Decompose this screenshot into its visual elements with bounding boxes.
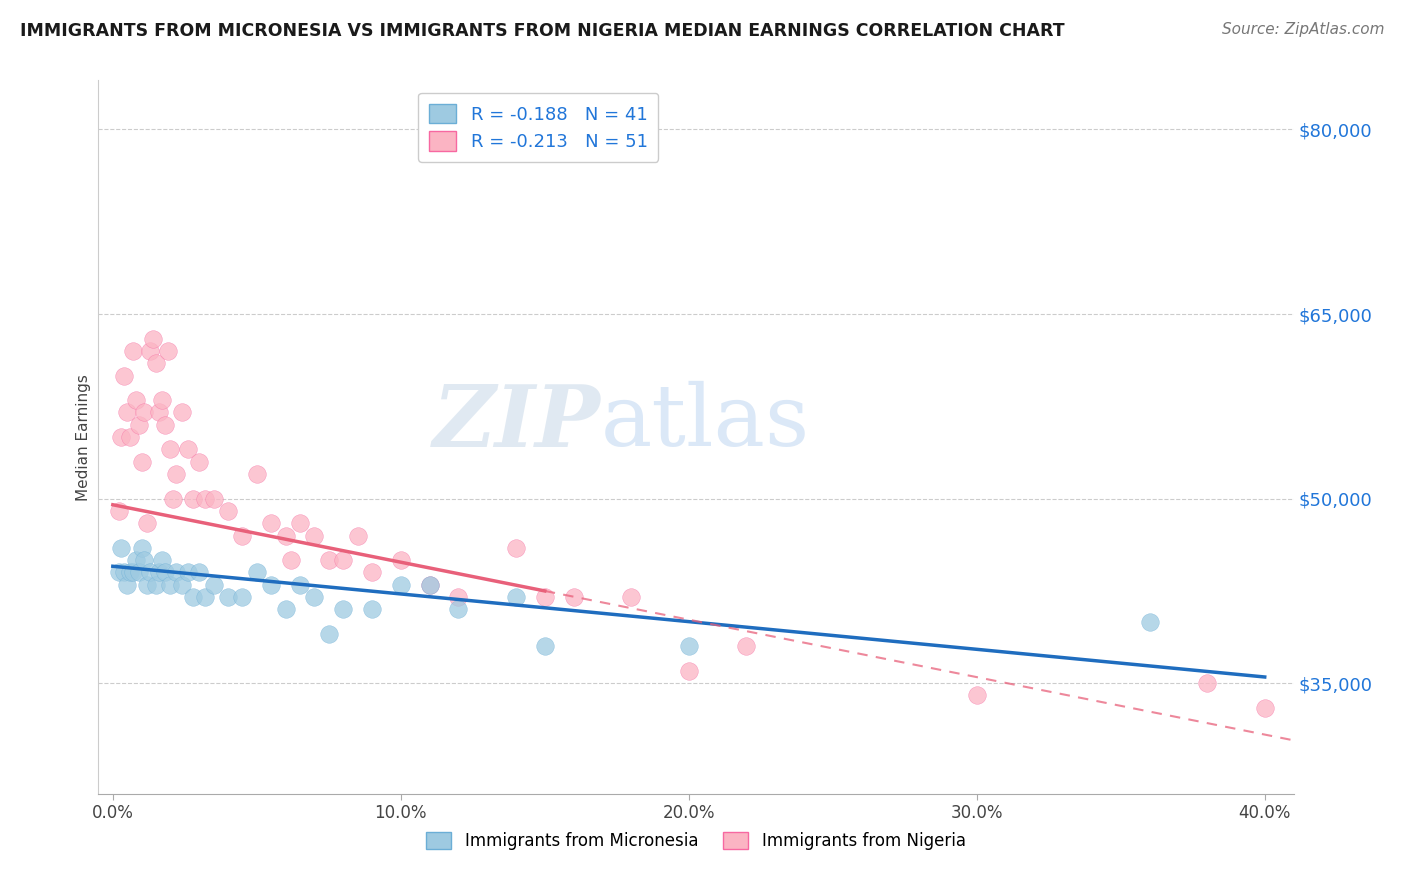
Point <box>620 590 643 604</box>
Point <box>304 590 326 604</box>
Point <box>447 590 470 604</box>
Point <box>139 343 162 358</box>
Point <box>176 566 198 580</box>
Point <box>419 578 441 592</box>
Point <box>159 442 181 457</box>
Point <box>274 602 297 616</box>
Point <box>562 590 585 604</box>
Point <box>145 578 167 592</box>
Point <box>139 566 162 580</box>
Point <box>165 467 187 481</box>
Point <box>260 516 283 531</box>
Point <box>131 455 153 469</box>
Point <box>128 417 150 432</box>
Point <box>110 541 132 555</box>
Point <box>148 405 170 419</box>
Point <box>1139 615 1161 629</box>
Point <box>217 590 239 604</box>
Point <box>153 417 176 432</box>
Point <box>231 590 253 604</box>
Point <box>115 405 138 419</box>
Point <box>120 566 142 580</box>
Point <box>128 566 150 580</box>
Point <box>145 356 167 370</box>
Text: atlas: atlas <box>600 381 810 465</box>
Point <box>447 602 470 616</box>
Point <box>148 566 170 580</box>
Point <box>202 491 225 506</box>
Point <box>505 590 527 604</box>
Point <box>156 343 179 358</box>
Point <box>112 566 135 580</box>
Point <box>202 578 225 592</box>
Point <box>165 566 187 580</box>
Point <box>134 553 156 567</box>
Point <box>389 578 412 592</box>
Point <box>125 553 148 567</box>
Point <box>188 455 211 469</box>
Point <box>188 566 211 580</box>
Point <box>533 590 555 604</box>
Point <box>170 578 193 592</box>
Point <box>231 528 253 542</box>
Point <box>115 578 138 592</box>
Point <box>735 639 758 653</box>
Point <box>361 566 384 580</box>
Point <box>162 491 184 506</box>
Point <box>125 393 148 408</box>
Point <box>288 516 311 531</box>
Point <box>120 430 142 444</box>
Legend: Immigrants from Micronesia, Immigrants from Nigeria: Immigrants from Micronesia, Immigrants f… <box>420 825 972 857</box>
Point <box>134 405 156 419</box>
Point <box>533 639 555 653</box>
Text: ZIP: ZIP <box>433 381 600 465</box>
Point <box>131 541 153 555</box>
Point <box>246 566 269 580</box>
Point <box>419 578 441 592</box>
Point <box>176 442 198 457</box>
Point <box>136 578 159 592</box>
Point <box>274 528 297 542</box>
Point <box>505 541 527 555</box>
Point <box>194 590 217 604</box>
Point <box>280 553 302 567</box>
Point <box>966 689 988 703</box>
Point <box>346 528 368 542</box>
Point <box>159 578 181 592</box>
Point <box>112 368 135 383</box>
Point <box>194 491 217 506</box>
Point <box>136 516 159 531</box>
Point <box>142 332 165 346</box>
Point <box>332 553 354 567</box>
Point <box>1197 676 1219 690</box>
Point <box>318 553 340 567</box>
Point <box>122 566 145 580</box>
Point <box>389 553 412 567</box>
Text: Source: ZipAtlas.com: Source: ZipAtlas.com <box>1222 22 1385 37</box>
Point <box>318 627 340 641</box>
Point <box>107 504 129 518</box>
Point <box>260 578 283 592</box>
Point <box>150 393 173 408</box>
Point <box>678 664 700 678</box>
Point <box>304 528 326 542</box>
Point <box>150 553 173 567</box>
Point <box>122 343 145 358</box>
Point <box>678 639 700 653</box>
Point <box>183 590 205 604</box>
Point <box>170 405 193 419</box>
Point <box>183 491 205 506</box>
Point <box>288 578 311 592</box>
Point <box>1254 700 1277 714</box>
Text: IMMIGRANTS FROM MICRONESIA VS IMMIGRANTS FROM NIGERIA MEDIAN EARNINGS CORRELATIO: IMMIGRANTS FROM MICRONESIA VS IMMIGRANTS… <box>20 22 1064 40</box>
Y-axis label: Median Earnings: Median Earnings <box>76 374 91 500</box>
Point <box>246 467 269 481</box>
Point <box>332 602 354 616</box>
Point <box>361 602 384 616</box>
Point <box>107 566 129 580</box>
Point <box>217 504 239 518</box>
Point <box>110 430 132 444</box>
Point <box>153 566 176 580</box>
